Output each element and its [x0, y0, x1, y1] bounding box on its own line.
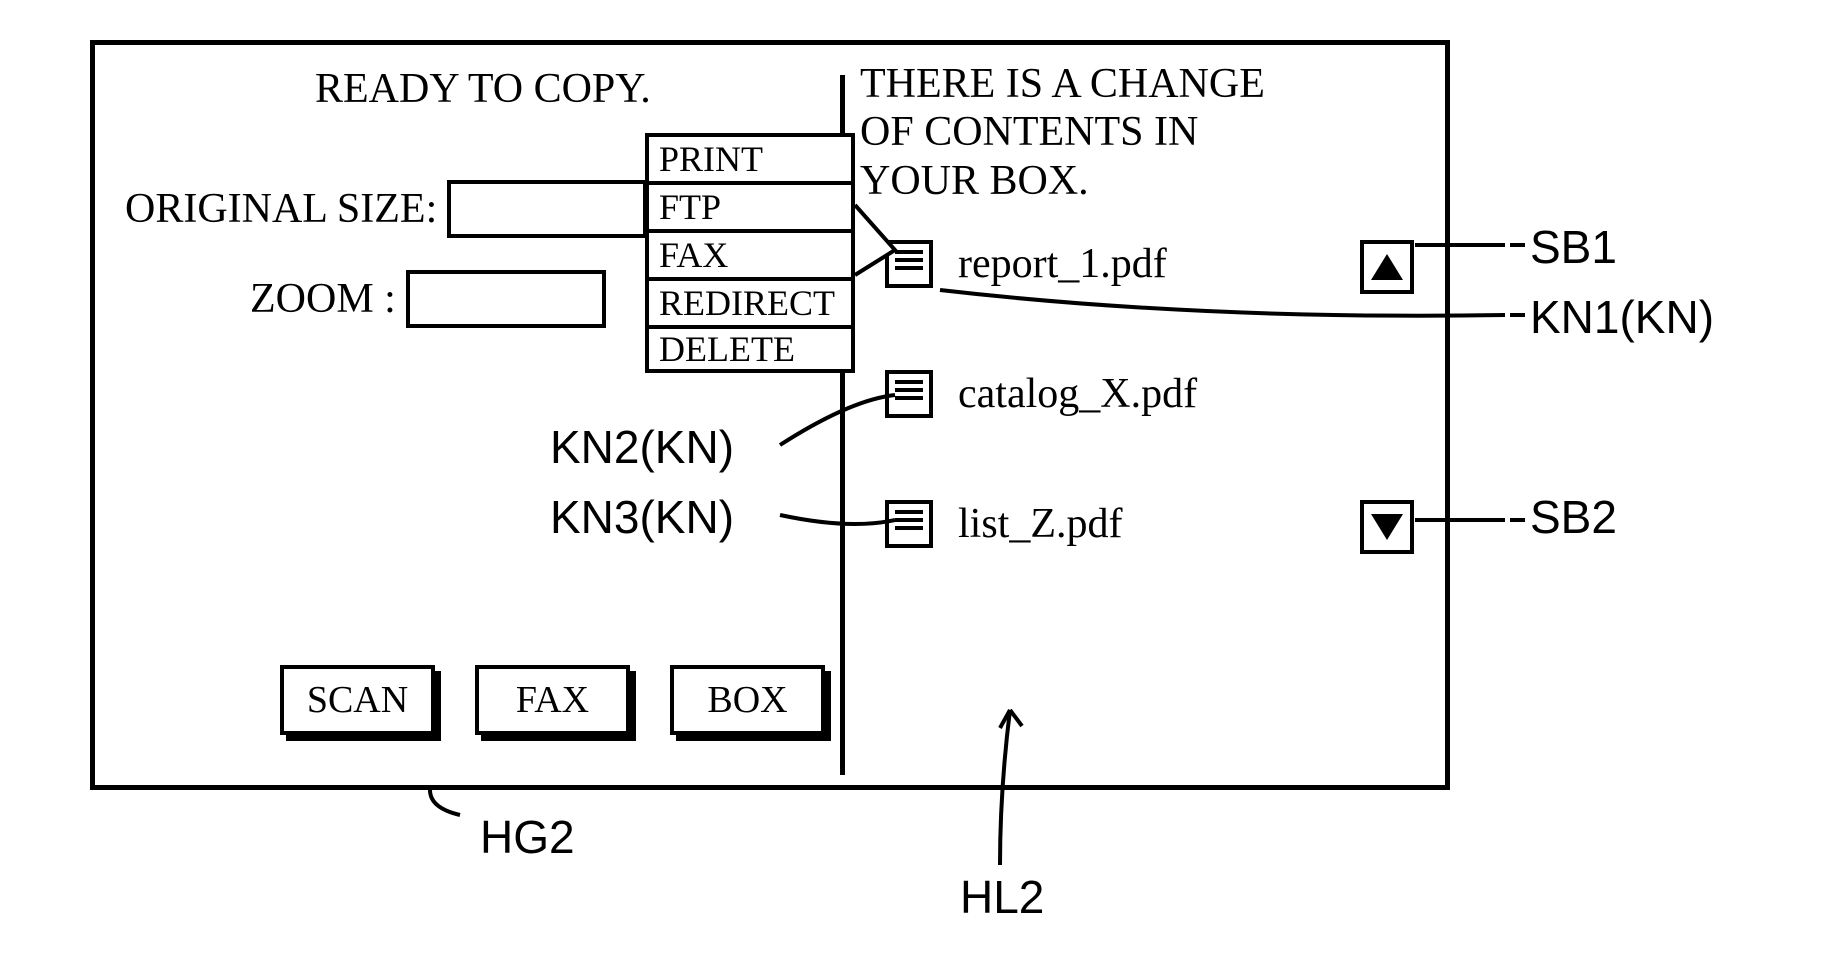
file-item-3[interactable]: list_Z.pdf	[885, 500, 1123, 548]
document-icon	[885, 370, 933, 418]
notice-text: THERE IS A CHANGE OF CONTENTS IN YOUR BO…	[860, 60, 1265, 205]
callout-kn3: KN3(KN)	[550, 490, 734, 544]
original-size-label: ORIGINAL SIZE:	[125, 185, 437, 233]
menu-item-print[interactable]: PRINT	[645, 133, 855, 181]
callout-hl2: HL2	[960, 870, 1044, 924]
original-size-field[interactable]	[447, 180, 647, 238]
triangle-up-icon	[1371, 254, 1403, 280]
scroll-up-button[interactable]	[1360, 240, 1414, 294]
callout-kn1: KN1(KN)	[1530, 290, 1714, 344]
menu-item-redirect[interactable]: REDIRECT	[645, 277, 855, 325]
zoom-field[interactable]	[406, 270, 606, 328]
document-icon	[885, 500, 933, 548]
callout-sb1: SB1	[1530, 220, 1617, 274]
callout-kn2: KN2(KN)	[550, 420, 734, 474]
document-icon	[885, 240, 933, 288]
file-item-2[interactable]: catalog_X.pdf	[885, 370, 1197, 418]
file-label: report_1.pdf	[958, 240, 1167, 288]
callout-sb2: SB2	[1530, 490, 1617, 544]
menu-item-delete[interactable]: DELETE	[645, 325, 855, 373]
file-label: catalog_X.pdf	[958, 370, 1197, 418]
scan-button[interactable]: SCAN	[280, 665, 435, 735]
file-label: list_Z.pdf	[958, 500, 1123, 548]
zoom-label: ZOOM :	[250, 275, 396, 323]
original-size-row: ORIGINAL SIZE:	[125, 180, 647, 238]
context-menu: PRINT FTP FAX REDIRECT DELETE	[645, 133, 855, 373]
left-panel: READY TO COPY. ORIGINAL SIZE: ZOOM : PRI…	[95, 45, 840, 785]
callout-hg2: HG2	[480, 810, 575, 864]
zoom-row: ZOOM :	[250, 270, 606, 328]
menu-item-fax[interactable]: FAX	[645, 229, 855, 277]
status-text: READY TO COPY.	[315, 65, 651, 113]
bottom-button-row: SCAN FAX BOX	[280, 665, 825, 735]
right-panel: THERE IS A CHANGE OF CONTENTS IN YOUR BO…	[850, 45, 1450, 785]
box-button[interactable]: BOX	[670, 665, 825, 735]
triangle-down-icon	[1371, 514, 1403, 540]
screen-frame: READY TO COPY. ORIGINAL SIZE: ZOOM : PRI…	[90, 40, 1450, 790]
scroll-down-button[interactable]	[1360, 500, 1414, 554]
menu-item-ftp[interactable]: FTP	[645, 181, 855, 229]
fax-button[interactable]: FAX	[475, 665, 630, 735]
file-item-1[interactable]: report_1.pdf	[885, 240, 1167, 288]
